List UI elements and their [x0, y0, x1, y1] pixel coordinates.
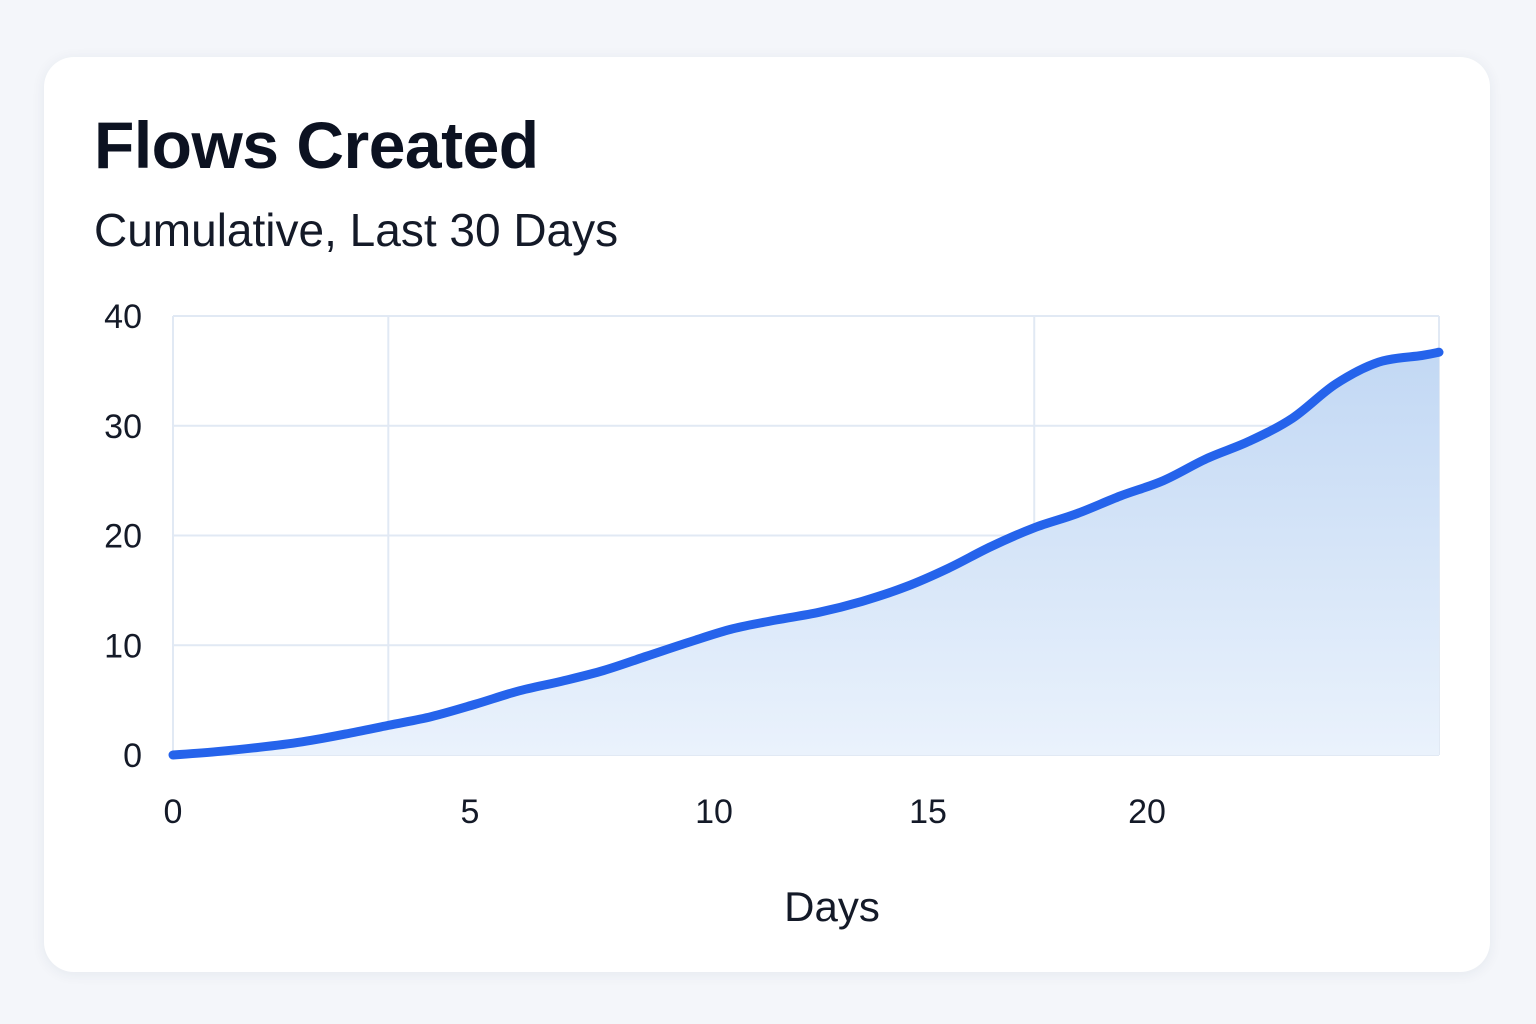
series-line	[168, 347, 1444, 760]
chart-title: Flows Created	[94, 108, 539, 182]
y-tick-label-0: 0	[123, 737, 142, 775]
x-axis-ticks: 0 5 10 15 20	[164, 793, 1166, 831]
y-tick-label-30: 30	[104, 408, 142, 446]
x-tick-label-10: 10	[695, 793, 733, 831]
y-tick-label-20: 20	[104, 518, 142, 556]
y-tick-label-10: 10	[104, 627, 142, 665]
x-tick-label-0: 0	[164, 793, 183, 831]
y-tick-label-40: 40	[104, 298, 142, 336]
x-tick-label-5: 5	[461, 793, 480, 831]
chart-subtitle: Cumulative, Last 30 Days	[94, 204, 619, 256]
y-axis-ticks: 0 10 20 30 40	[104, 298, 142, 775]
x-axis-label: Days	[784, 883, 880, 930]
x-tick-label-20: 20	[1128, 793, 1166, 831]
x-tick-label-15: 15	[909, 793, 947, 831]
area-fill	[173, 352, 1439, 755]
